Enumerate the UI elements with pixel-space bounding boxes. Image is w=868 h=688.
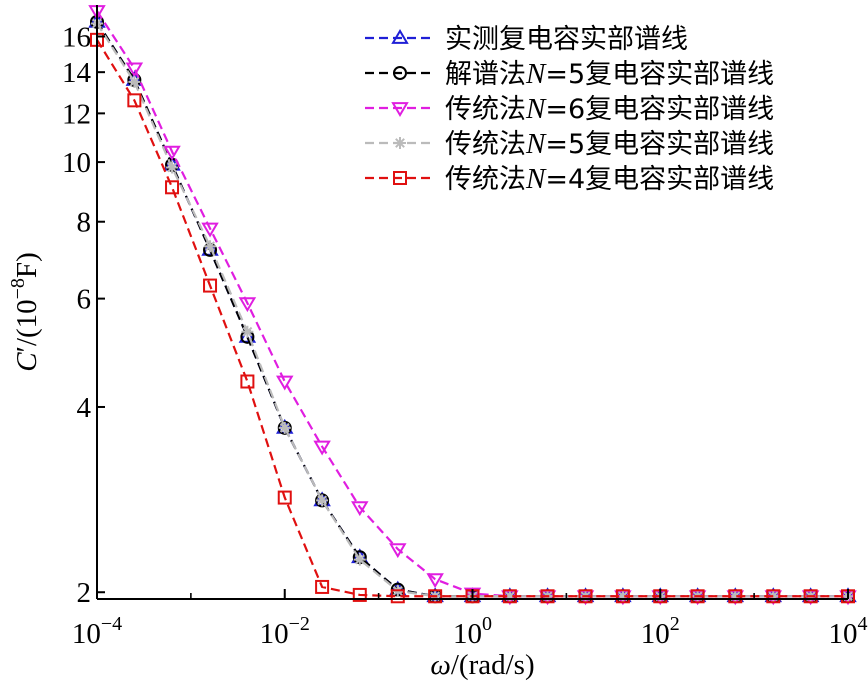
- legend-label-0: 实测复电容实部谱线: [445, 24, 688, 55]
- series-3-point-2: [166, 161, 179, 174]
- legend-item-0: 实测复电容实部谱线: [365, 24, 688, 55]
- y-tick-label-0: 2: [77, 577, 92, 609]
- series-4-point-16: [690, 589, 705, 604]
- legend-label-4: 传统法N=4复电容实部谱线: [445, 163, 774, 195]
- x-tick-label-4: 104: [829, 613, 868, 650]
- x-axis-title: ω/(rad/s): [430, 649, 534, 681]
- y-tick-label-1: 4: [77, 392, 92, 424]
- x-tick-label-1: 10−2: [260, 613, 310, 650]
- y-tick-label-5: 12: [62, 98, 91, 130]
- legend-marker-4: [393, 171, 407, 185]
- series-4-point-18: [766, 589, 781, 604]
- legend-marker-2: [391, 102, 409, 117]
- series-4-point-8: [390, 589, 405, 604]
- y-tick-label-7: 16: [62, 21, 91, 53]
- legend-marker-1: [393, 66, 407, 80]
- legend-item-2: 传统法N=6复电容实部谱线: [365, 93, 774, 125]
- series-3-point-5: [278, 421, 291, 434]
- y-tick-label-3: 8: [77, 207, 92, 239]
- series-2-point-7: [351, 501, 369, 517]
- series-3-point-6: [316, 494, 329, 507]
- y-tick-label-4: 10: [62, 147, 91, 179]
- series-3-point-11: [503, 590, 516, 603]
- axes: 2 4 6 8 10 12 14 16 10−4 10−2 100 102 104 ω/(rad/s) C′…: [7, 5, 868, 681]
- series-4-point-5: [277, 490, 292, 505]
- y-axis-title: C′/(10−8F): [7, 252, 43, 371]
- series-4-point-12: [540, 589, 555, 604]
- legend-label-2: 传统法N=6复电容实部谱线: [445, 93, 774, 125]
- x-tick-label-2: 100: [453, 613, 492, 650]
- series-2-point-10: [463, 587, 482, 603]
- legend-item-3: 传统法N=5复电容实部谱线: [365, 128, 774, 160]
- series-3-point-17: [729, 590, 742, 603]
- series-4-point-2: [165, 180, 180, 195]
- legend-label-1: 解谱法N=5复电容实部谱线: [445, 58, 774, 90]
- legend-marker-0: [391, 29, 409, 44]
- series-4-point-17: [728, 589, 743, 604]
- legend-marker-3: [394, 137, 406, 149]
- series-2-point-4: [238, 297, 257, 313]
- series-2-point-6: [313, 440, 331, 456]
- series-3-point-4: [241, 325, 254, 338]
- x-tick-label-0: 10−4: [72, 613, 122, 650]
- series-4-point-4: [240, 374, 255, 389]
- series-4-point-19: [803, 589, 818, 604]
- series-2-point-8: [389, 543, 407, 559]
- legend: 实测复电容实部谱线解谱法N=5复电容实部谱线传统法N=6复电容实部谱线传统法N=…: [365, 24, 774, 195]
- series-3-point-18: [767, 590, 780, 603]
- x-tick-label-3: 102: [641, 613, 680, 650]
- series-4-point-7: [352, 587, 367, 602]
- series-4-point-14: [615, 589, 630, 604]
- series-4-point-3: [203, 278, 218, 293]
- series-3-point-1: [128, 75, 141, 88]
- legend-item-1: 解谱法N=5复电容实部谱线: [365, 58, 774, 90]
- series-4-point-9: [428, 589, 443, 604]
- series-4-point-13: [578, 589, 593, 604]
- y-tick-label-6: 14: [62, 57, 92, 89]
- series-2-point-5: [276, 375, 294, 391]
- series-3-point-14: [616, 590, 629, 603]
- series-2-point-3: [201, 222, 219, 238]
- y-tick-label-2: 6: [77, 284, 92, 316]
- series-3-point-3: [204, 240, 217, 253]
- series-4-point-1: [127, 93, 142, 108]
- series-4-point-11: [502, 589, 517, 604]
- legend-item-4: 传统法N=4复电容实部谱线: [365, 163, 774, 195]
- series-3-point-7: [353, 553, 366, 566]
- legend-label-3: 传统法N=5复电容实部谱线: [445, 128, 774, 160]
- series-2-point-2: [163, 145, 181, 161]
- series-2-point-9: [426, 573, 444, 589]
- series-4-point-6: [315, 579, 330, 594]
- series-2-point-1: [125, 62, 144, 78]
